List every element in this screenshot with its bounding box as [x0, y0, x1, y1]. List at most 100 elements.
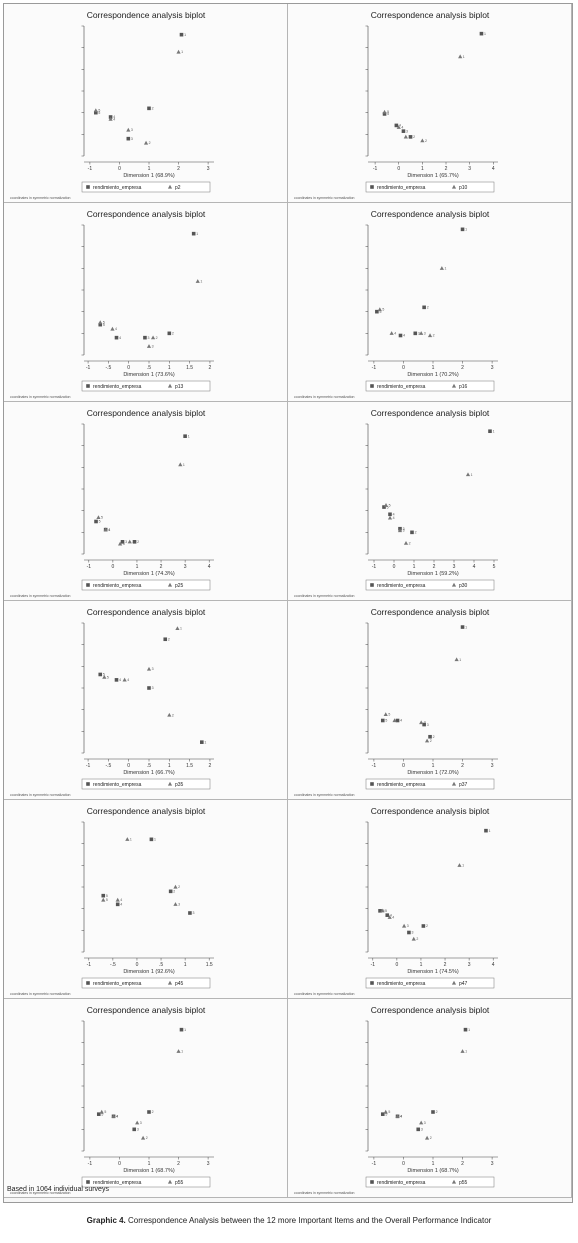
point-label: 4 — [127, 678, 129, 682]
data-point — [460, 1049, 465, 1053]
data-point — [385, 913, 390, 917]
data-point — [403, 540, 409, 545]
biplot-svg: Correspondence analysis biplot -1 -.5 0 .5 1 1… — [10, 806, 214, 996]
legend-box — [365, 1176, 495, 1188]
point-label: 4 — [400, 1115, 402, 1119]
x-tick-label: 1 — [432, 763, 435, 769]
data-point — [422, 722, 426, 727]
x-axis-label: Dimension 1 (68.7%) — [123, 1168, 175, 1174]
legend-box — [81, 977, 211, 989]
point-label: 5 — [382, 308, 384, 312]
x-tick-label: 1 — [413, 564, 416, 570]
data-point — [101, 897, 106, 902]
data-point — [135, 1120, 140, 1125]
point-label: 2 — [178, 885, 180, 889]
data-point — [484, 828, 488, 833]
x-axis-label: Dimension 1 (68.9%) — [123, 173, 175, 179]
point-label: 4 — [394, 332, 396, 336]
point-label: 2 — [152, 107, 154, 111]
point-label: 5 — [385, 909, 387, 913]
data-point — [424, 738, 430, 743]
point-label: 3 — [408, 135, 410, 139]
data-point — [420, 138, 425, 143]
biplot-panel: Correspondence analysis biplot -1 0 1 2 3 4 Dim… — [288, 4, 572, 203]
data-point — [380, 1112, 385, 1116]
x-tick-label: 4 — [208, 564, 211, 570]
x-tick-label: 3 — [207, 1161, 210, 1167]
data-point — [126, 136, 131, 141]
legend-label: rendimiento_empresa — [377, 384, 426, 390]
x-tick-label: .5 — [159, 962, 163, 968]
legend-marker — [451, 980, 457, 985]
data-point — [383, 712, 388, 717]
data-point — [375, 309, 379, 314]
point-label: 4 — [392, 916, 394, 920]
legend-marker — [370, 981, 374, 985]
legend-label: rendimiento_empresa — [93, 384, 142, 390]
legend-box — [81, 1176, 211, 1188]
caption-text: Correspondence Analysis between the 12 m… — [128, 1216, 492, 1225]
point-label: 4 — [393, 516, 395, 520]
data-point — [94, 110, 98, 115]
point-label: 4 — [116, 1115, 118, 1119]
normalization-note: coordinates in symmetric normalization — [10, 992, 71, 996]
x-tick-label: .5 — [147, 763, 151, 769]
point-label: 4 — [399, 124, 401, 128]
point-label: 1 — [462, 864, 464, 868]
data-point — [179, 1027, 184, 1032]
biplot-panel: Correspondence analysis biplot -1 0 1 2 3 Dime… — [288, 203, 572, 402]
point-label: 5 — [379, 310, 381, 314]
point-label: 1 — [196, 232, 198, 236]
x-tick-label: 3 — [468, 962, 471, 968]
data-point — [387, 515, 393, 520]
data-point — [377, 307, 382, 312]
point-label: 2 — [413, 135, 415, 139]
biplot-panel: Correspondence analysis biplot -1 0 1 2 3 Dime… — [288, 601, 572, 800]
data-point — [93, 108, 98, 113]
x-tick-label: 2 — [461, 1161, 464, 1167]
x-tick-label: 5 — [493, 564, 496, 570]
point-label: 2 — [152, 1110, 154, 1114]
legend-label: p45 — [175, 981, 184, 987]
normalization-note: coordinates in symmetric normalization — [10, 1191, 71, 1195]
legend-marker — [370, 583, 374, 587]
x-tick-label: 1.5 — [186, 365, 193, 371]
point-label: 1 — [183, 463, 185, 467]
legend-label: p25 — [175, 583, 184, 589]
x-tick-label: -1 — [87, 962, 92, 968]
data-point — [101, 893, 106, 898]
data-point — [122, 677, 127, 682]
legend-label: rendimiento_empresa — [93, 981, 142, 987]
point-label: 1 — [484, 32, 486, 36]
x-tick-label: .5 — [147, 365, 151, 371]
legend-label: p37 — [459, 782, 468, 788]
point-label: 2 — [146, 1136, 148, 1140]
normalization-note: coordinates in symmetric normalization — [10, 196, 71, 200]
data-point — [127, 539, 132, 544]
x-tick-label: 1 — [168, 763, 171, 769]
data-point — [176, 49, 181, 54]
data-point — [421, 924, 426, 928]
point-label: 5 — [385, 1112, 387, 1116]
data-point — [191, 231, 196, 236]
point-label: 5 — [387, 112, 389, 116]
legend-marker — [370, 384, 374, 388]
data-point — [146, 344, 152, 348]
biplot-svg: Correspondence analysis biplot -1 0 1 2 3 Dime… — [10, 10, 214, 200]
x-tick-label: 4 — [473, 564, 476, 570]
point-label: 5 — [388, 713, 390, 717]
data-point — [419, 331, 424, 335]
legend-box — [81, 579, 211, 591]
legend-marker — [370, 1180, 374, 1184]
chart-title: Correspondence analysis biplot — [87, 607, 206, 617]
chart-title: Correspondence analysis biplot — [87, 209, 206, 219]
point-label: 3 — [421, 1128, 423, 1132]
data-point — [103, 527, 108, 532]
chart-title: Correspondence analysis biplot — [87, 1005, 206, 1015]
legend-label: p16 — [459, 384, 468, 390]
point-label: 5 — [388, 1110, 390, 1114]
point-label: 3 — [123, 542, 125, 546]
x-tick-label: -1 — [372, 763, 377, 769]
legend-marker — [167, 582, 173, 587]
x-tick-label: -1 — [372, 1161, 377, 1167]
